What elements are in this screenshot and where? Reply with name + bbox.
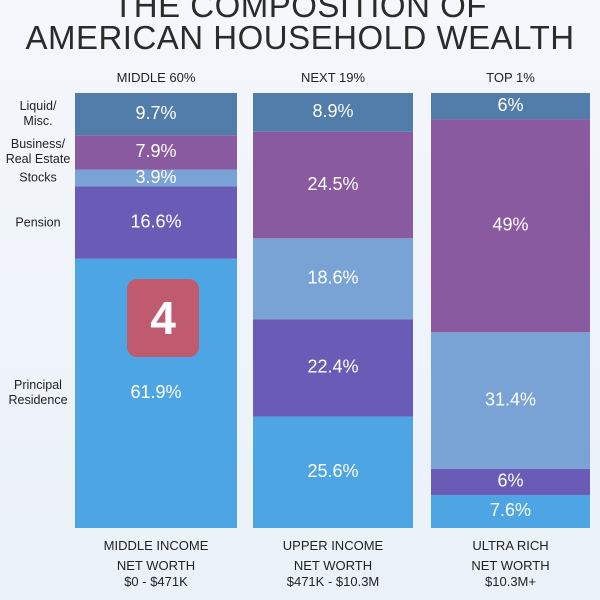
column-header: NEXT 19% xyxy=(300,70,366,85)
legend-label: Liquid/ Misc. xyxy=(19,99,57,129)
column-header: TOP 1% xyxy=(486,70,535,85)
group-name: UPPER INCOME xyxy=(282,538,384,553)
group-name: ULTRA RICH xyxy=(472,538,549,553)
bar-segment xyxy=(431,494,590,528)
title-line: AMERICAN HOUSEHOLD WEALTH xyxy=(25,19,575,56)
value-label: 61.9% xyxy=(130,382,181,402)
legend-label: Principal Residence xyxy=(8,378,68,408)
title-line: THE COMPOSITION OF xyxy=(113,0,487,24)
legend-label: Business/ Real Estate xyxy=(5,137,71,167)
bar-segment xyxy=(431,93,590,120)
bar-segment xyxy=(431,332,590,469)
value-label: 24.5% xyxy=(307,174,358,194)
value-label: 9.7% xyxy=(135,103,176,123)
value-label: 8.9% xyxy=(312,101,353,121)
value-label: 18.6% xyxy=(307,267,358,287)
group-name: MIDDLE INCOME xyxy=(103,538,209,553)
column-header: MIDDLE 60% xyxy=(116,70,196,85)
value-label: 6% xyxy=(497,471,523,491)
net-worth: NET WORTH $471K - $10.3M xyxy=(286,558,380,589)
value-label: 7.6% xyxy=(490,500,531,520)
value-label: 25.6% xyxy=(307,461,358,481)
bar-segment xyxy=(253,319,413,417)
bar-segment xyxy=(431,468,590,495)
bar-segment xyxy=(75,93,237,136)
bar-segment xyxy=(431,119,590,333)
bar-segment xyxy=(253,238,413,320)
value-label: 7.9% xyxy=(135,141,176,161)
value-label: 31.4% xyxy=(485,389,536,409)
net-worth: NET WORTH $0 - $471K xyxy=(116,558,196,589)
legend-label: Pension xyxy=(15,215,61,230)
bar-segment xyxy=(253,131,413,239)
bar-segment xyxy=(253,93,413,132)
value-label: 16.6% xyxy=(130,211,181,231)
bar-segment xyxy=(75,135,237,170)
value-label: 22.4% xyxy=(307,357,358,377)
value-label: 6% xyxy=(497,95,523,115)
net-worth: NET WORTH $10.3M+ xyxy=(471,558,550,589)
value-label: 49% xyxy=(492,214,528,234)
value-label: 3.9% xyxy=(135,167,176,187)
bar-segment xyxy=(253,416,413,528)
badge: 4 xyxy=(127,279,199,357)
legend-label: Stocks xyxy=(19,170,57,185)
bar-segment xyxy=(75,169,237,187)
bar-segment xyxy=(75,186,237,259)
